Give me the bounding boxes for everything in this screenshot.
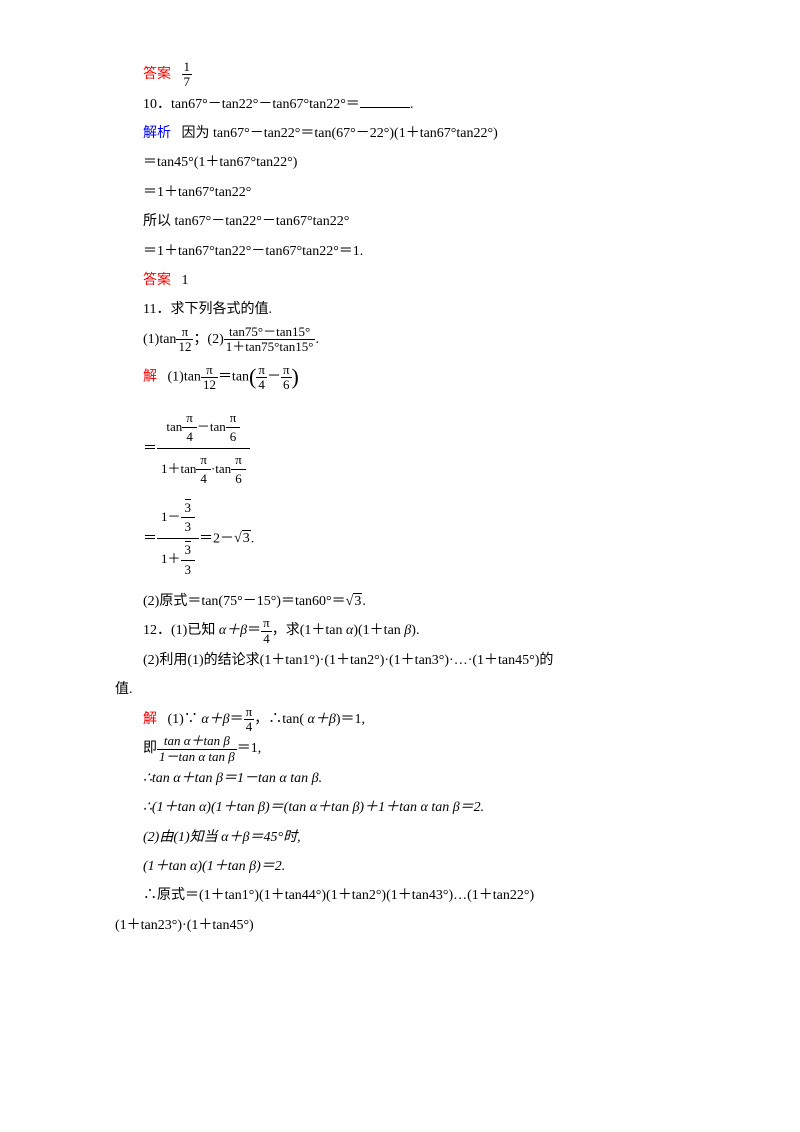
q10-answer: 答案 1 bbox=[115, 266, 685, 295]
q12-sol6: (1＋tan α)(1＋tan β)＝2. bbox=[115, 852, 685, 881]
q10-line5: ＝1＋tan67°tan22°－tan67°tan22°＝1. bbox=[115, 237, 685, 266]
q10-line3: ＝1＋tan67°tan22° bbox=[115, 178, 685, 207]
answer-label: 答案 bbox=[143, 273, 171, 288]
q11-sol1: 解 (1)tanπ12＝tan(π4－π6) bbox=[115, 354, 685, 400]
answer-label: 答案 bbox=[143, 67, 171, 82]
q11-result: ＝ 1－33 1＋33 ＝2－3. bbox=[115, 497, 685, 581]
q12-part2: (2)利用(1)的结论求(1＋tan1°)·(1＋tan2°)·(1＋tan3°… bbox=[115, 646, 685, 675]
q11-bigfrac: ＝ tanπ4－tanπ6 1＋tanπ4·tanπ6 bbox=[115, 407, 685, 491]
q11-part2-sol: (2)原式＝tan(75°－15°)＝tan60°＝3. bbox=[115, 587, 685, 616]
q12-sol1: 解 (1)∵ α＋β＝π4，∴tan( α＋β)＝1, bbox=[115, 705, 685, 735]
q11-parts: (1)tanπ12；(2)tan75°－tan15°1＋tan75°tan15°… bbox=[115, 325, 685, 355]
q12-title: 12．(1)已知 α＋β＝π4，求(1＋tan α)(1＋tan β). bbox=[115, 616, 685, 646]
q12-sol8: (1＋tan23°)·(1＋tan45°) bbox=[115, 911, 685, 940]
q12-sol4: ∴(1＋tan α)(1＋tan β)＝(tan α＋tan β)＋1＋tan … bbox=[115, 793, 685, 822]
tan-sum-frac: tan α＋tan β1－tan α tan β bbox=[157, 734, 237, 764]
solution-label: 解 bbox=[143, 370, 157, 385]
q10-analysis: 解析 因为 tan67°－tan22°＝tan(67°－22°)(1＋tan67… bbox=[115, 119, 685, 148]
sqrt-3: 3 bbox=[234, 531, 251, 546]
q12-sol2: 即tan α＋tan β1－tan α tan β＝1, bbox=[115, 734, 685, 764]
q12-part2b: 值. bbox=[115, 675, 685, 704]
blank bbox=[360, 94, 410, 108]
q10-text: 10．tan67°－tan22°－tan67°tan22°＝. bbox=[115, 90, 685, 119]
q12-sol3: ∴tan α＋tan β＝1－tan α tan β. bbox=[115, 764, 685, 793]
solution-label: 解 bbox=[143, 712, 157, 727]
q10-line4: 所以 tan67°－tan22°－tan67°tan22° bbox=[115, 207, 685, 236]
q10-line2: ＝tan45°(1＋tan67°tan22°) bbox=[115, 148, 685, 177]
tan-diff-frac: tanπ4－tanπ6 1＋tanπ4·tanπ6 bbox=[157, 407, 250, 491]
q12-sol5: (2)由(1)知当 α＋β＝45°时, bbox=[115, 823, 685, 852]
q9-answer: 答案 1 7 bbox=[115, 60, 685, 90]
numeric-frac: 1－33 1＋33 bbox=[157, 497, 199, 581]
sqrt-3: 3 bbox=[346, 587, 363, 616]
frac-pi-12: π12 bbox=[176, 325, 193, 355]
q11-title: 11．求下列各式的值. bbox=[115, 295, 685, 324]
frac-tan75-tan15: tan75°－tan15°1＋tan75°tan15° bbox=[224, 325, 316, 355]
analysis-label: 解析 bbox=[143, 126, 171, 141]
q12-sol7: ∴原式＝(1＋tan1°)(1＋tan44°)(1＋tan2°)(1＋tan43… bbox=[115, 881, 685, 910]
frac-1-7: 1 7 bbox=[182, 60, 193, 90]
